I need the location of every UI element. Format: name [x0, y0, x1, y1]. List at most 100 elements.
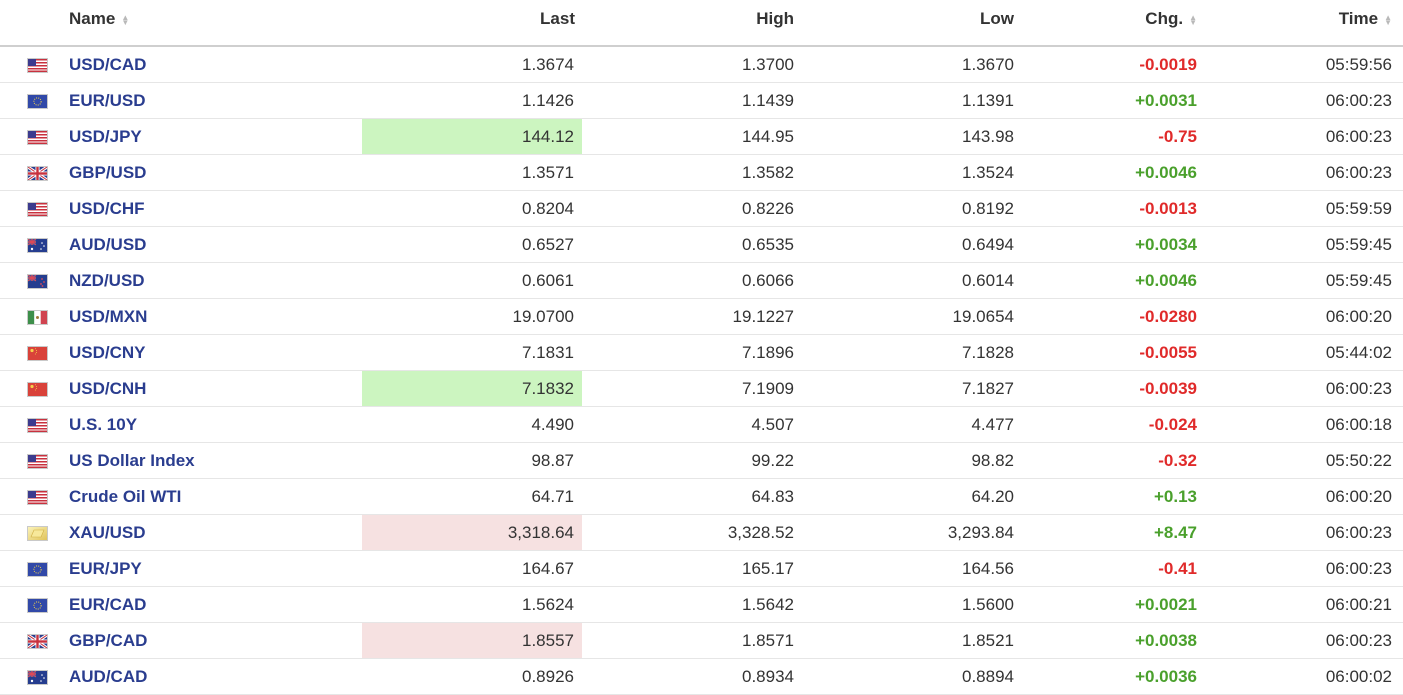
change-cell: -0.0039: [1139, 379, 1197, 398]
instrument-name-link[interactable]: US Dollar Index: [69, 451, 195, 470]
instrument-name-link[interactable]: EUR/JPY: [69, 559, 142, 578]
table-row: EUR/USD 1.1426 1.1439 1.1391 +0.0031 06:00:23: [0, 83, 1403, 119]
high-price-cell: 4.507: [751, 415, 794, 434]
last-price-cell: 0.8926: [522, 667, 574, 686]
time-cell: 06:00:21: [1325, 595, 1392, 614]
instrument-name-link[interactable]: USD/JPY: [69, 127, 142, 146]
instrument-name-link[interactable]: GBP/USD: [69, 163, 147, 182]
eu-flag-icon: [27, 94, 48, 109]
time-cell: 06:00:18: [1325, 415, 1392, 434]
column-header-high: High: [756, 9, 794, 29]
table-row: USD/MXN 19.0700 19.1227 19.0654 -0.0280 06:00…: [0, 299, 1403, 335]
high-price-cell: 19.1227: [732, 307, 794, 326]
high-price-cell: 99.22: [751, 451, 794, 470]
last-price-cell: 0.6061: [522, 271, 574, 290]
instrument-name-link[interactable]: AUD/CAD: [69, 667, 148, 686]
column-header-chg[interactable]: Chg. ▲ ▼: [1145, 9, 1197, 29]
table-row: EUR/JPY 164.67 165.17 164.56 -0.41 06:00:23: [0, 551, 1403, 587]
column-header-time[interactable]: Time ▲ ▼: [1339, 9, 1392, 29]
last-price-cell: 0.6527: [522, 235, 574, 254]
cn-flag-icon: [27, 382, 48, 397]
instrument-name-link[interactable]: USD/CAD: [69, 55, 147, 74]
low-price-cell: 4.477: [971, 415, 1014, 434]
au-flag-icon: [27, 670, 48, 685]
column-header-low-label: Low: [980, 9, 1014, 28]
last-price-cell: 1.1426: [522, 91, 574, 110]
mx-flag-icon: [27, 310, 48, 325]
time-cell: 05:59:59: [1325, 199, 1392, 218]
change-cell: +0.0046: [1135, 271, 1197, 290]
instrument-name-link[interactable]: XAU/USD: [69, 523, 146, 542]
last-price-cell: 1.3571: [522, 163, 574, 182]
instrument-name-link[interactable]: EUR/CAD: [69, 595, 147, 614]
table-row: XAU/USD 3,318.64 3,328.52 3,293.84 +8.47 06:0…: [0, 515, 1403, 551]
instrument-name-link[interactable]: USD/CHF: [69, 199, 145, 218]
low-price-cell: 19.0654: [952, 307, 1014, 326]
high-price-cell: 0.6535: [742, 235, 794, 254]
instrument-name-link[interactable]: GBP/CAD: [69, 631, 148, 650]
low-price-cell: 1.8521: [962, 631, 1014, 650]
instrument-name-link[interactable]: NZD/USD: [69, 271, 145, 290]
time-cell: 06:00:20: [1325, 487, 1392, 506]
table-row: USD/JPY 144.12 144.95 143.98 -0.75 06:00:23: [0, 119, 1403, 155]
time-cell: 05:59:45: [1325, 271, 1392, 290]
high-price-cell: 1.8571: [742, 631, 794, 650]
high-price-cell: 1.3700: [742, 55, 794, 74]
table-row: AUD/CAD 0.8926 0.8934 0.8894 +0.0036 06:00:02: [0, 659, 1403, 695]
high-price-cell: 1.3582: [742, 163, 794, 182]
change-cell: +0.0031: [1135, 91, 1197, 110]
sort-icon: ▲ ▼: [1189, 12, 1197, 27]
us-flag-icon: [27, 58, 48, 73]
table-row: EUR/CAD 1.5624 1.5642 1.5600 +0.0021 06:00:21: [0, 587, 1403, 623]
instrument-name-link[interactable]: Crude Oil WTI: [69, 487, 182, 506]
low-price-cell: 1.5600: [962, 595, 1014, 614]
table-body: USD/CAD 1.3674 1.3700 1.3670 -0.0019 05:59:56…: [0, 47, 1403, 695]
change-cell: +0.0046: [1135, 163, 1197, 182]
instrument-name-link[interactable]: EUR/USD: [69, 91, 146, 110]
change-cell: +0.0034: [1135, 235, 1197, 254]
low-price-cell: 143.98: [962, 127, 1014, 146]
change-cell: +0.0036: [1135, 667, 1197, 686]
us-flag-icon: [27, 490, 48, 505]
time-cell: 06:00:23: [1325, 523, 1392, 542]
time-cell: 06:00:02: [1325, 667, 1392, 686]
change-cell: +0.0021: [1135, 595, 1197, 614]
time-cell: 05:50:22: [1325, 451, 1392, 470]
au-flag-icon: [27, 238, 48, 253]
instrument-name-link[interactable]: USD/CNY: [69, 343, 146, 362]
change-cell: -0.0013: [1139, 199, 1197, 218]
table-row: USD/CNY 7.1831 7.1896 7.1828 -0.0055 05:44:02: [0, 335, 1403, 371]
instrument-name-link[interactable]: USD/MXN: [69, 307, 148, 326]
change-cell: +0.13: [1153, 487, 1197, 506]
last-price-cell: 1.5624: [522, 595, 574, 614]
time-cell: 06:00:23: [1325, 379, 1392, 398]
time-cell: 05:59:56: [1325, 55, 1392, 74]
table-header: Name ▲ ▼ Last High Low Chg. ▲ ▼ Time ▲ ▼: [0, 0, 1403, 47]
time-cell: 05:59:45: [1325, 235, 1392, 254]
last-price-cell: 0.8204: [522, 199, 574, 218]
table-row: U.S. 10Y 4.490 4.507 4.477 -0.024 06:00:18: [0, 407, 1403, 443]
instrument-name-link[interactable]: U.S. 10Y: [69, 415, 138, 434]
time-cell: 06:00:23: [1325, 631, 1392, 650]
sort-icon: ▲ ▼: [121, 12, 130, 27]
low-price-cell: 0.8894: [962, 667, 1014, 686]
time-cell: 06:00:23: [1325, 163, 1392, 182]
instrument-name-link[interactable]: USD/CNH: [69, 379, 147, 398]
column-header-name[interactable]: Name ▲ ▼: [69, 9, 129, 29]
table-row: US Dollar Index 98.87 99.22 98.82 -0.32 05:50…: [0, 443, 1403, 479]
change-cell: -0.0019: [1139, 55, 1197, 74]
time-cell: 06:00:23: [1325, 127, 1392, 146]
last-price-cell: 164.67: [522, 559, 574, 578]
high-price-cell: 7.1896: [742, 343, 794, 362]
change-cell: -0.024: [1148, 415, 1197, 434]
low-price-cell: 7.1827: [962, 379, 1014, 398]
high-price-cell: 1.1439: [742, 91, 794, 110]
high-price-cell: 144.95: [742, 127, 794, 146]
change-cell: -0.41: [1158, 559, 1197, 578]
eu-flag-icon: [27, 598, 48, 613]
column-header-low: Low: [980, 9, 1014, 29]
us-flag-icon: [27, 130, 48, 145]
low-price-cell: 0.6014: [962, 271, 1014, 290]
instrument-name-link[interactable]: AUD/USD: [69, 235, 147, 254]
